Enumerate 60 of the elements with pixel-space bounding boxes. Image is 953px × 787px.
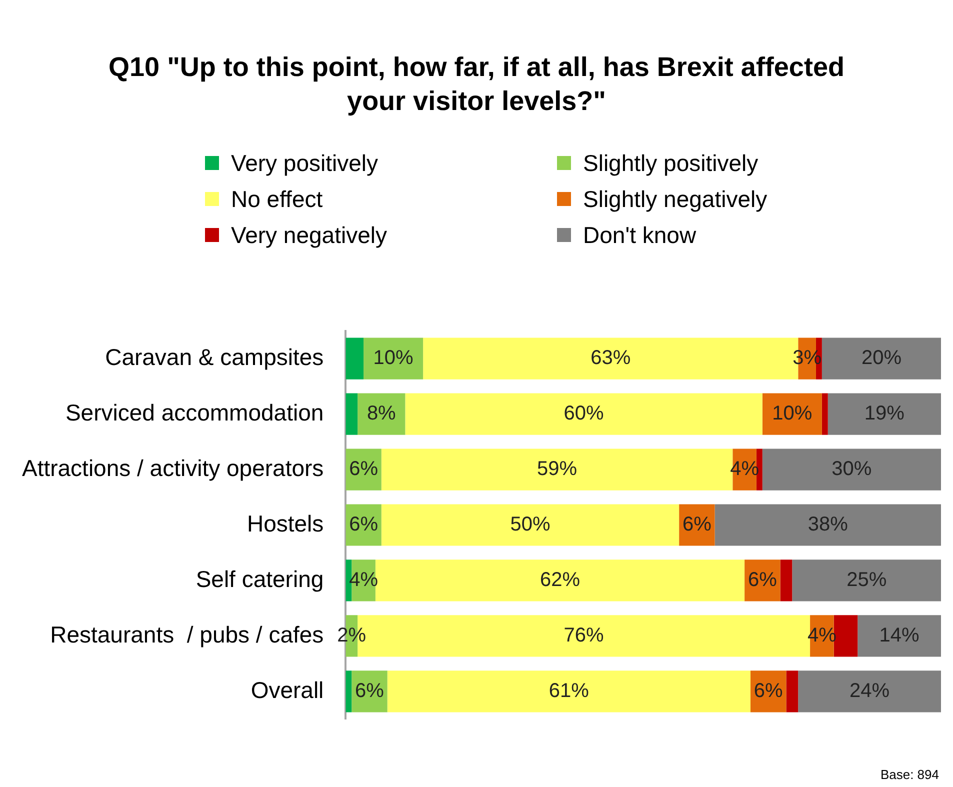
bar: [762, 448, 941, 490]
bar: [822, 393, 828, 435]
data-label: 6%: [754, 680, 784, 702]
data-label: 6%: [349, 514, 378, 536]
data-label: 10%: [772, 402, 812, 425]
data-label: 10%: [373, 347, 414, 370]
bar: [346, 670, 352, 712]
data-label: 38%: [808, 514, 848, 536]
bar: [346, 338, 364, 380]
chart-title: Q10 "Up to this point, how far, if at all, has Brexit affected your visitor levels?": [108, 51, 846, 118]
y-tick-label: Caravan & campsites: [105, 344, 324, 370]
bar: [364, 338, 424, 380]
y-tick-label: Hostels: [246, 510, 324, 536]
legend-label: Don't know: [583, 222, 696, 248]
data-label: 6%: [682, 514, 712, 536]
data-label: 76%: [564, 624, 604, 646]
data-label: 6%: [748, 569, 778, 591]
legend-label: Slightly negatively: [583, 186, 768, 212]
data-label: 60%: [564, 402, 604, 425]
bar: [381, 504, 680, 546]
data-label: 30%: [832, 458, 872, 480]
bar: [358, 393, 406, 435]
bar: [822, 338, 941, 380]
bar: [828, 393, 941, 435]
y-tick-label: Serviced accommodation: [65, 399, 324, 426]
y-tick-label: Restaurants / pubs / cafes: [50, 621, 324, 648]
bar: [792, 560, 941, 602]
bar: [346, 393, 358, 435]
data-label: 63%: [590, 347, 631, 370]
legend-label: No effect: [231, 186, 323, 212]
data-label: 59%: [537, 458, 578, 480]
data-label: 8%: [366, 402, 396, 425]
legend-label: Slightly positively: [583, 150, 758, 176]
bar: [679, 504, 715, 546]
data-label: 19%: [864, 402, 905, 425]
data-label: 20%: [861, 347, 902, 370]
bar: [744, 560, 780, 602]
bar: [786, 670, 798, 712]
data-label: 61%: [548, 680, 590, 702]
bar: [858, 615, 941, 657]
bar: [352, 670, 388, 712]
data-label: 14%: [879, 624, 920, 646]
legend-label: Very negatively: [231, 222, 387, 248]
bar: [798, 670, 941, 712]
data-label: 24%: [850, 680, 890, 702]
bar: [405, 393, 762, 435]
bar: [762, 393, 822, 435]
data-label: 25%: [846, 569, 887, 591]
bar: [780, 560, 792, 602]
y-tick-label: Attractions / activity operators: [22, 454, 324, 481]
data-label: 6%: [355, 680, 384, 702]
legend-label: Very positively: [231, 150, 378, 176]
data-label: 6%: [349, 458, 378, 480]
y-tick-label: Overall: [250, 676, 324, 703]
bar: [714, 504, 941, 546]
y-tick-label: Self catering: [196, 566, 324, 592]
text: Base: 894: [880, 767, 939, 782]
data-label: 62%: [540, 569, 580, 591]
data-label: 50%: [510, 514, 550, 536]
bar: [387, 670, 750, 712]
